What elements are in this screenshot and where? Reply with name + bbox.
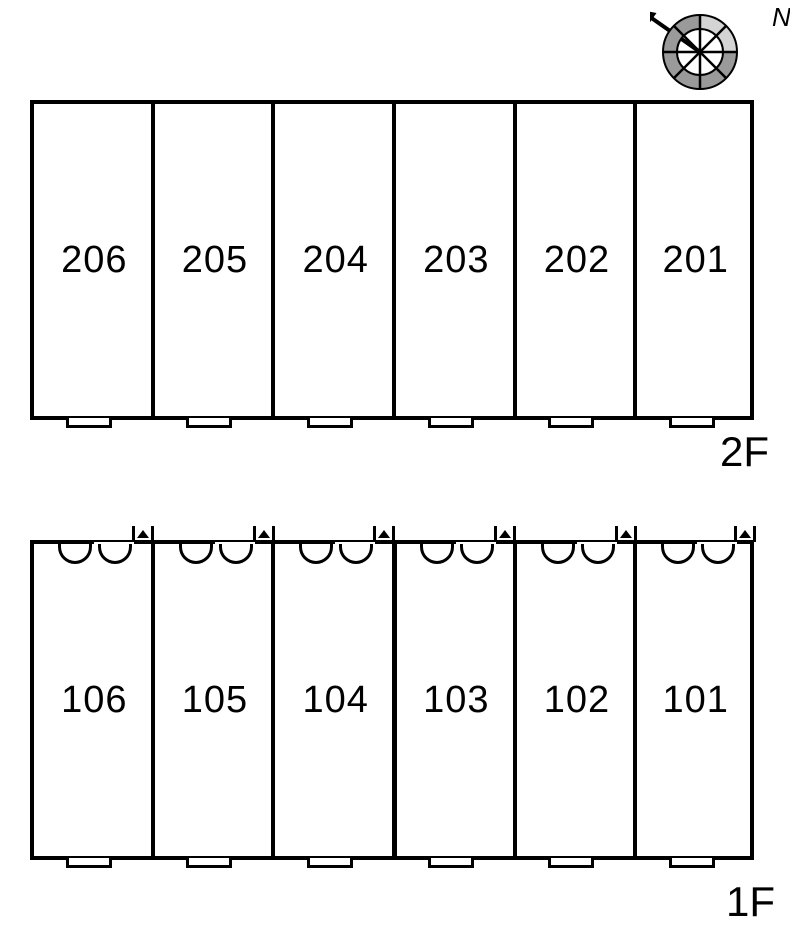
unit-label: 204 bbox=[302, 239, 368, 282]
entrance-marker-icon bbox=[734, 526, 756, 542]
unit-label: 106 bbox=[61, 679, 127, 722]
balcony-tab bbox=[307, 858, 353, 868]
unit-label: 102 bbox=[544, 679, 610, 722]
unit-201: 201 bbox=[637, 104, 754, 416]
floor-label-1f: 1F bbox=[726, 878, 775, 926]
floor-2f-block: 206 205 204 203 202 201 bbox=[30, 100, 754, 420]
unit-102: 102 bbox=[517, 544, 638, 856]
svg-text:N: N bbox=[772, 6, 790, 32]
compass-icon: N bbox=[650, 6, 790, 101]
balcony-tab bbox=[669, 418, 715, 428]
unit-104: 104 bbox=[275, 544, 396, 856]
unit-206: 206 bbox=[34, 104, 155, 416]
entrance-marker-icon bbox=[132, 526, 154, 542]
balcony-tab bbox=[428, 858, 474, 868]
unit-204: 204 bbox=[275, 104, 396, 416]
unit-205: 205 bbox=[155, 104, 276, 416]
entrance-marker-icon bbox=[615, 526, 637, 542]
unit-label: 201 bbox=[662, 239, 728, 282]
floor-label-2f: 2F bbox=[720, 428, 769, 476]
unit-203: 203 bbox=[396, 104, 517, 416]
balcony-tab bbox=[186, 858, 232, 868]
unit-101: 101 bbox=[637, 544, 754, 856]
unit-label: 202 bbox=[544, 239, 610, 282]
balcony-tab bbox=[548, 418, 594, 428]
entrance-marker-icon bbox=[253, 526, 275, 542]
unit-label: 105 bbox=[182, 679, 248, 722]
balcony-tab bbox=[186, 418, 232, 428]
unit-label: 203 bbox=[423, 239, 489, 282]
unit-label: 101 bbox=[662, 679, 728, 722]
balcony-tab bbox=[548, 858, 594, 868]
balcony-tab bbox=[307, 418, 353, 428]
unit-label: 104 bbox=[302, 679, 368, 722]
floorplan-diagram: N 206 205 bbox=[0, 0, 800, 942]
unit-106: 106 bbox=[34, 544, 155, 856]
unit-label: 206 bbox=[61, 239, 127, 282]
unit-105: 105 bbox=[155, 544, 276, 856]
unit-103: 103 bbox=[396, 544, 517, 856]
entrance-marker-icon bbox=[373, 526, 395, 542]
balcony-tab bbox=[669, 858, 715, 868]
unit-label: 205 bbox=[182, 239, 248, 282]
unit-202: 202 bbox=[517, 104, 638, 416]
unit-label: 103 bbox=[423, 679, 489, 722]
balcony-tab bbox=[66, 858, 112, 868]
balcony-tab bbox=[428, 418, 474, 428]
balcony-tab bbox=[66, 418, 112, 428]
floor-1f-block: 106 105 104 103 102 101 bbox=[30, 540, 754, 860]
entrance-marker-icon bbox=[494, 526, 516, 542]
